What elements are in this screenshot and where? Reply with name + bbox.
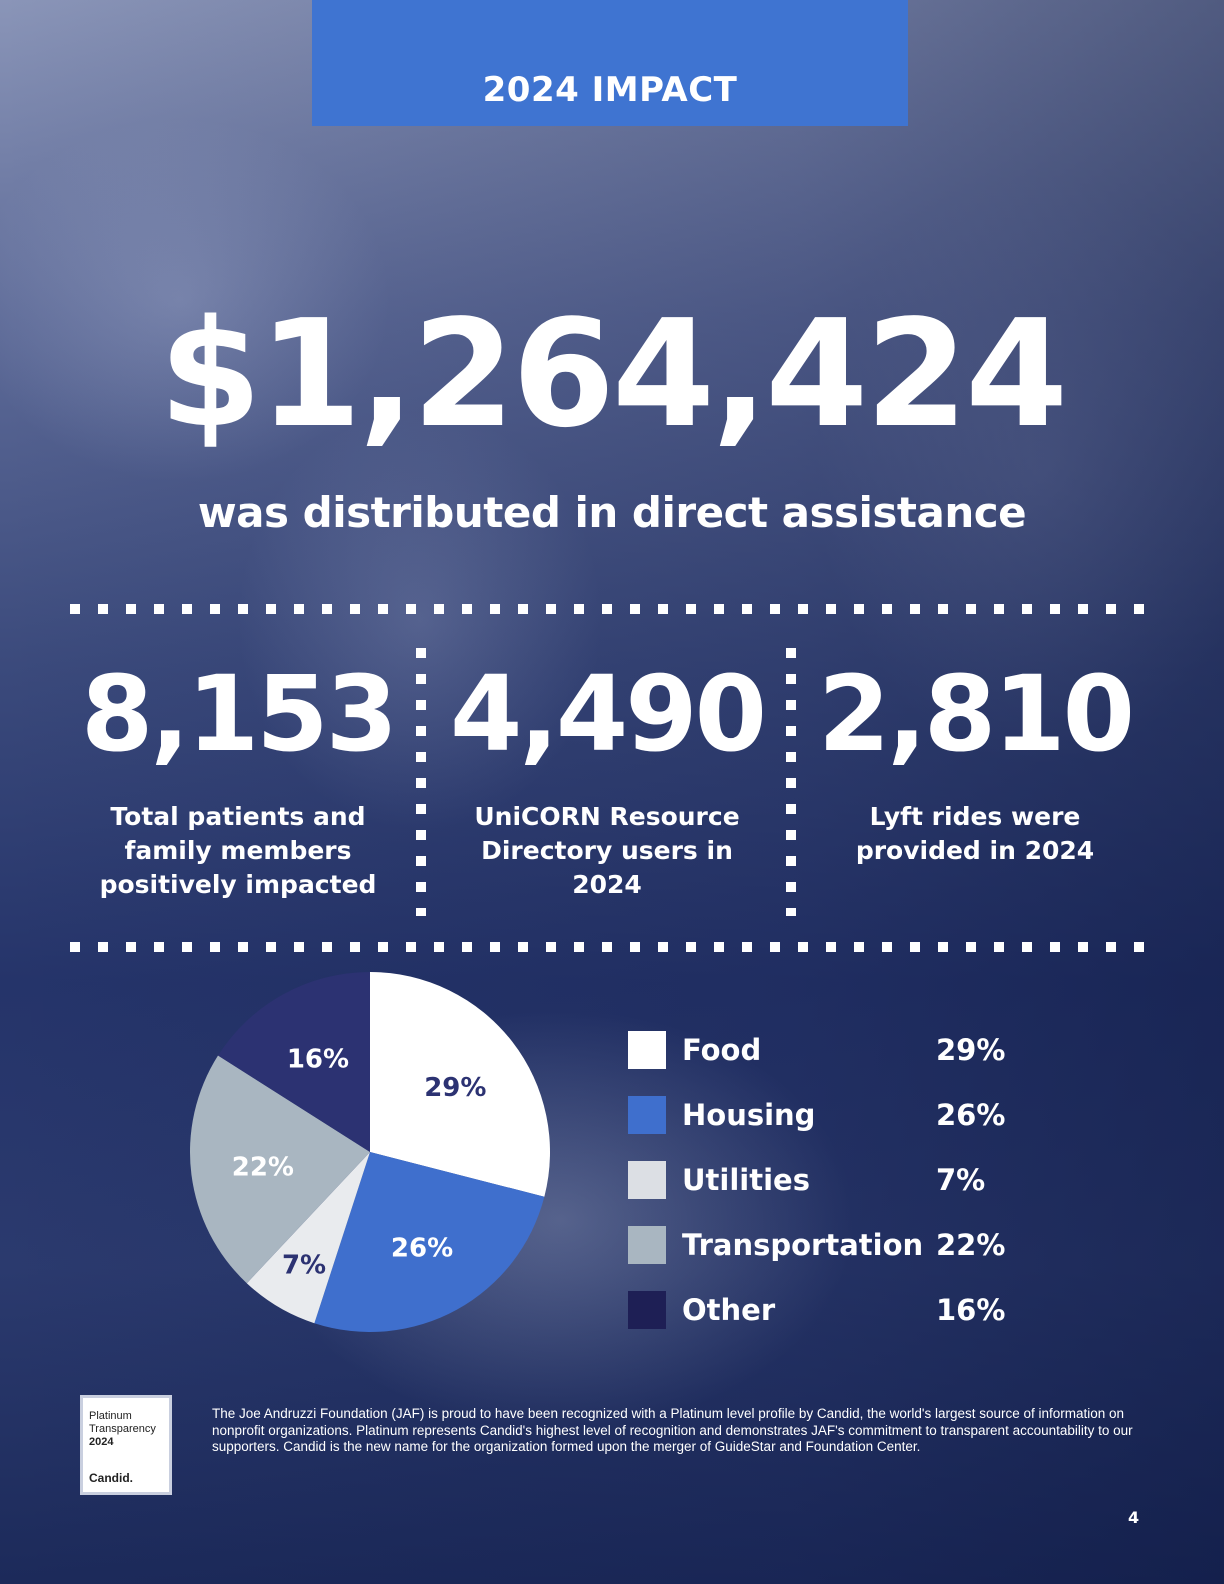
legend-label-food: Food: [682, 1033, 762, 1067]
pie-slice-utilities: [246, 1152, 370, 1324]
pie-label-other: 16%: [287, 1044, 349, 1074]
pie-slice-transportation: [190, 1055, 370, 1284]
seal-brand: Candid.: [89, 1471, 133, 1485]
legend-label-housing: Housing: [682, 1098, 816, 1132]
dotted-divider-right: [786, 648, 796, 916]
pie-label-food: 29%: [424, 1073, 486, 1103]
legend-swatch-utilities: [628, 1161, 666, 1199]
footnote-text: The Joe Andruzzi Foundation (JAF) is pro…: [212, 1406, 1133, 1454]
headline-amount: $1,264,424: [158, 288, 1068, 460]
stat-unicorn-value: 4,490: [450, 653, 767, 775]
stat-lyft-label: Lyft rides were provided in 2024: [855, 802, 1095, 865]
pie-legend: Food 29% Housing 26% Utilities 7% Transp…: [628, 1030, 1048, 1355]
dotted-divider-bottom: [70, 942, 1150, 952]
pie-slice-housing: [314, 1152, 545, 1332]
stat-lyft: 2,810 Lyft rides were provided in 2024: [810, 662, 1140, 868]
assistance-pie-chart: 29% 26% 7% 22% 16%: [190, 972, 550, 1332]
legend-item-utilities: Utilities 7%: [628, 1160, 1048, 1200]
legend-label-transportation: Transportation: [682, 1228, 924, 1262]
stat-unicorn-label: UniCORN Resource Directory users in 2024: [474, 802, 740, 899]
legend-label-utilities: Utilities: [682, 1163, 810, 1197]
headline-subtitle: was distributed in direct assistance: [197, 488, 1027, 537]
legend-label-other: Other: [682, 1293, 776, 1327]
seal-line-3: 2024: [89, 1436, 114, 1448]
stat-unicorn: 4,490 UniCORN Resource Directory users i…: [448, 653, 767, 902]
legend-swatch-housing: [628, 1096, 666, 1134]
candid-platinum-seal: Platinum Transparency 2024 Candid.: [80, 1395, 172, 1495]
dotted-divider-left: [416, 648, 426, 916]
pie-label-utilities: 7%: [282, 1251, 326, 1281]
seal-line-2: Transparency: [89, 1423, 156, 1435]
stat-patients: 8,153 Total patients and family members …: [78, 662, 398, 902]
pie-slice-other: [218, 972, 370, 1152]
stat-lyft-value: 2,810: [818, 653, 1135, 775]
legend-item-housing: Housing 26%: [628, 1095, 1048, 1135]
pie-label-housing: 26%: [391, 1234, 453, 1264]
legend-item-food: Food 29%: [628, 1030, 1048, 1070]
pie-slice-food: [370, 972, 550, 1197]
stat-patients-value: 8,153: [81, 653, 398, 775]
pie-label-transportation: 22%: [232, 1153, 294, 1183]
seal-line-1: Platinum: [89, 1410, 132, 1422]
legend-item-transportation: Transportation 22%: [628, 1225, 1048, 1265]
legend-item-other: Other 16%: [628, 1290, 1048, 1330]
legend-swatch-other: [628, 1291, 666, 1329]
legend-pct-utilities: 7%: [936, 1163, 986, 1197]
page-number: 4: [1128, 1508, 1140, 1527]
legend-pct-other: 16%: [936, 1293, 1006, 1327]
legend-swatch-food: [628, 1031, 666, 1069]
legend-swatch-transportation: [628, 1226, 666, 1264]
stat-patients-label: Total patients and family members positi…: [99, 802, 377, 899]
dotted-divider-top: [70, 604, 1150, 614]
title-banner: 2024 IMPACT: [312, 0, 908, 126]
legend-pct-housing: 26%: [936, 1098, 1006, 1132]
legend-pct-food: 29%: [936, 1033, 1006, 1067]
banner-title: 2024 IMPACT: [482, 70, 738, 110]
legend-pct-transportation: 22%: [936, 1228, 1006, 1262]
